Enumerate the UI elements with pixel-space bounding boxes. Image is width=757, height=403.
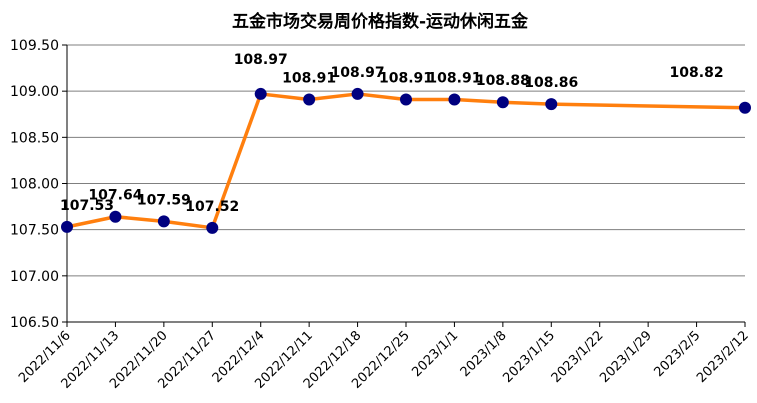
data-label: 108.91 [427,70,481,86]
x-tick-label: 2023/2/5 [652,328,704,380]
x-tick-label: 2023/1/29 [597,328,655,386]
y-tick-label: 107.50 [10,223,59,239]
data-label: 108.97 [234,52,288,68]
y-tick-labels: 106.50 107.00 107.50 108.00 108.50 109.00 109.… [10,38,59,331]
data-label: 108.82 [670,65,724,81]
gridlines [67,44,745,277]
data-label: 107.53 [60,198,114,214]
data-label: 108.91 [282,70,336,86]
data-point [157,215,170,228]
data-point [400,93,412,106]
data-point [109,210,122,223]
data-label: 108.97 [331,65,385,81]
data-label: 108.88 [476,73,530,89]
data-point [206,221,219,234]
x-tick-label: 2023/1/1 [409,328,461,380]
data-point [303,93,316,106]
y-tick-label: 109.00 [10,84,59,100]
data-point [448,93,461,106]
series-line [66,92,746,230]
x-tick-labels: 2022/11/62022/11/132022/11/202022/11/272… [16,328,752,392]
data-labels: 107.53107.64107.59107.52108.97108.91108.… [60,52,724,215]
x-tick-label: 2023/2/12 [694,328,752,386]
data-point [254,87,267,100]
data-point [496,96,509,109]
data-label: 107.64 [88,188,142,204]
data-label: 108.91 [379,70,433,86]
series-line-path [66,92,746,230]
data-point [61,220,73,233]
x-tick-label: 2023/1/8 [458,328,510,380]
y-tick-label: 107.00 [10,269,59,285]
y-tick-label: 106.50 [10,315,59,331]
chart-title: 五金市场交易周价格指数-运动休闲五金 [232,11,529,32]
data-point [351,87,364,100]
data-label: 107.52 [185,199,239,215]
axes [62,44,746,327]
data-label: 108.86 [524,75,578,91]
y-tick-label: 109.50 [10,38,59,54]
data-point [545,98,558,111]
y-tick-label: 108.50 [10,130,59,146]
data-label: 107.59 [137,192,191,208]
series-markers [61,87,751,234]
data-point [739,101,751,114]
y-tick-label: 108.00 [10,177,59,193]
